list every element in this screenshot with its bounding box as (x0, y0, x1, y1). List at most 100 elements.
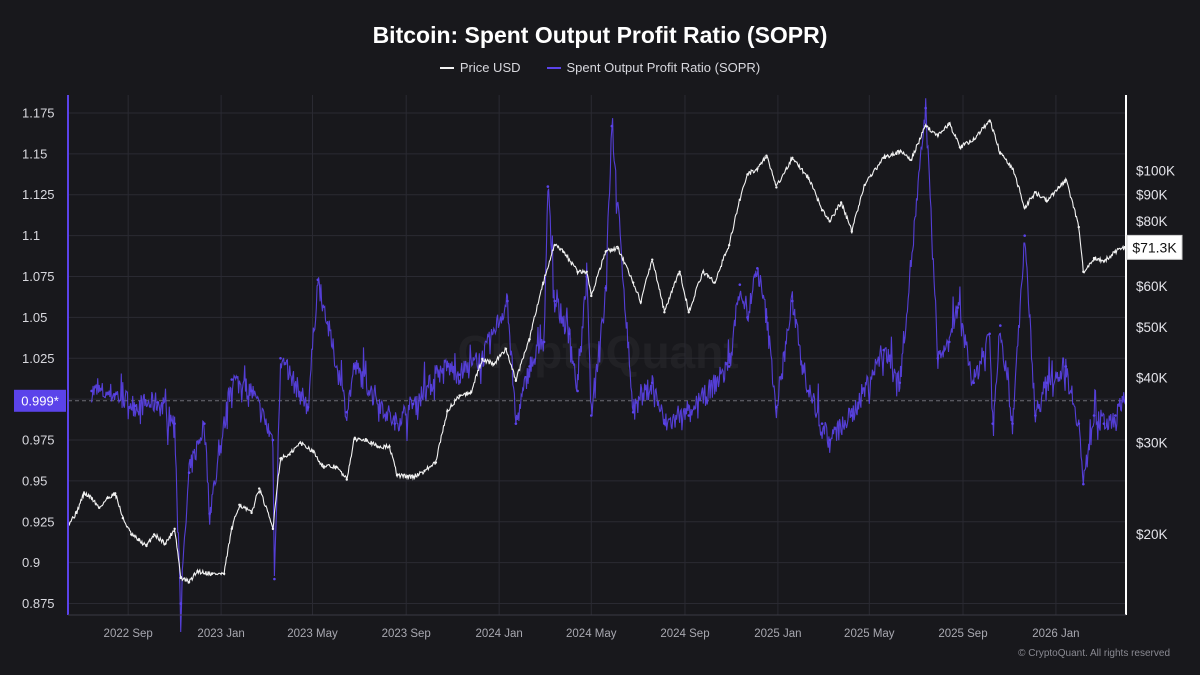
price-point-41 (469, 391, 473, 394)
sopr-point-18 (393, 422, 397, 425)
sopr-point-60 (1011, 422, 1014, 425)
price-current-marker: $71.3K (1132, 239, 1177, 255)
sopr-point-11 (271, 438, 275, 442)
chart-legend: Price USD Spent Output Profit Ratio (SOP… (0, 60, 1200, 75)
sopr-point-46 (807, 389, 810, 393)
price-point-53 (604, 250, 607, 253)
price-point-13 (173, 527, 176, 531)
price-point-70 (807, 176, 810, 180)
price-point-47 (542, 281, 545, 284)
left-tick-label-6: 1.025 (22, 351, 55, 366)
x-tick-label-7: 2025 Jan (754, 628, 801, 640)
legend-item-sopr[interactable]: Spent Output Profit Ratio (SOPR) (546, 60, 761, 75)
price-point-7 (121, 516, 125, 520)
price-point-73 (839, 201, 843, 204)
x-axis-ticks: 2022 Sep 2023 Jan 2023 May 2023 Sep 2024 Jan… (104, 628, 1080, 640)
sopr-point-6 (187, 471, 191, 475)
price-point-11 (152, 533, 156, 536)
sopr-point-34 (610, 124, 614, 128)
price-point-58 (663, 311, 666, 314)
price-point-5 (106, 496, 109, 500)
right-tick-label-1: $30K (1136, 435, 1168, 450)
price-point-92 (1077, 225, 1080, 229)
price-point-6 (114, 492, 117, 495)
price-point-35 (395, 474, 399, 477)
price-point-38 (434, 461, 438, 464)
price-point-29 (334, 465, 338, 468)
price-point-85 (999, 152, 1002, 155)
price-point-34 (388, 445, 391, 448)
left-tick-label-3: 0.95 (22, 473, 47, 488)
price-point-86 (1011, 167, 1014, 170)
x-tick-label-1: 2023 Jan (197, 628, 244, 640)
left-tick-label-7: 1.05 (22, 310, 47, 325)
sopr-point-49 (850, 414, 854, 417)
price-point-14 (179, 576, 182, 580)
price-point-71 (820, 209, 824, 212)
price-point-51 (585, 270, 588, 273)
sopr-point-68 (1102, 422, 1106, 425)
price-point-39 (446, 410, 449, 413)
sopr-point-16 (345, 410, 349, 414)
sopr-point-9 (230, 378, 234, 381)
price-point-63 (727, 243, 731, 247)
sopr-point-0 (90, 389, 93, 393)
sopr-series-group (90, 98, 1127, 633)
legend-label-sopr: Spent Output Profit Ratio (SOPR) (566, 60, 761, 75)
price-point-17 (210, 572, 214, 576)
sopr-point-48 (828, 438, 831, 442)
left-tick-label-9: 1.1 (22, 228, 40, 243)
price-point-52 (590, 294, 593, 298)
price-point-93 (1082, 270, 1085, 273)
left-tick-label-11: 1.15 (22, 146, 47, 161)
sopr-point-2 (133, 404, 137, 407)
price-point-96 (1114, 250, 1117, 253)
sopr-point-51 (898, 381, 902, 385)
sopr-point-42 (756, 267, 759, 270)
left-tick-label-4: 0.975 (22, 433, 55, 448)
legend-swatch-sopr (546, 66, 561, 69)
price-point-87 (1023, 206, 1026, 209)
x-tick-label-0: 2022 Sep (104, 628, 153, 640)
x-tick-label-6: 2024 Sep (660, 628, 709, 640)
sopr-point-67 (1092, 414, 1096, 417)
right-tick-label-3: $50K (1136, 320, 1168, 335)
sopr-point-28 (553, 299, 557, 303)
price-point-27 (311, 449, 314, 452)
left-tick-label-8: 1.075 (22, 269, 55, 284)
price-point-46 (528, 337, 531, 341)
sopr-point-58 (991, 422, 995, 425)
price-point-21 (250, 511, 253, 515)
sopr-point-41 (746, 316, 749, 319)
price-point-1 (75, 511, 78, 515)
price-point-65 (746, 173, 749, 176)
legend-item-price[interactable]: Price USD (439, 60, 521, 75)
sopr-point-52 (924, 106, 927, 110)
sopr-point-36 (650, 381, 654, 385)
sopr-point-66 (1082, 482, 1085, 486)
grid-lines (68, 95, 1126, 615)
right-tick-label-5: $80K (1136, 214, 1168, 229)
price-point-23 (271, 527, 275, 531)
price-point-88 (1034, 191, 1037, 194)
x-tick-label-9: 2025 Sep (938, 628, 987, 640)
sopr-point-20 (446, 365, 449, 368)
price-point-31 (353, 437, 356, 441)
price-point-79 (924, 124, 927, 128)
sopr-point-65 (1077, 422, 1081, 425)
left-tick-label-1: 0.9 (22, 555, 40, 570)
sopr-point-57 (988, 332, 991, 336)
price-point-45 (514, 379, 518, 382)
price-point-55 (631, 281, 635, 284)
sopr-point-44 (775, 406, 778, 409)
sopr-point-55 (956, 306, 959, 309)
price-point-72 (828, 220, 831, 223)
sopr-point-35 (631, 410, 635, 414)
price-point-95 (1102, 260, 1106, 263)
right-axis-ticks: $20K $30K $40K $50K $60K $80K $90K $100K (1136, 163, 1175, 541)
sopr-point-53 (936, 356, 940, 360)
price-series-group (67, 119, 1127, 584)
sopr-point-43 (765, 316, 768, 319)
left-tick-label-12: 1.175 (22, 105, 55, 120)
